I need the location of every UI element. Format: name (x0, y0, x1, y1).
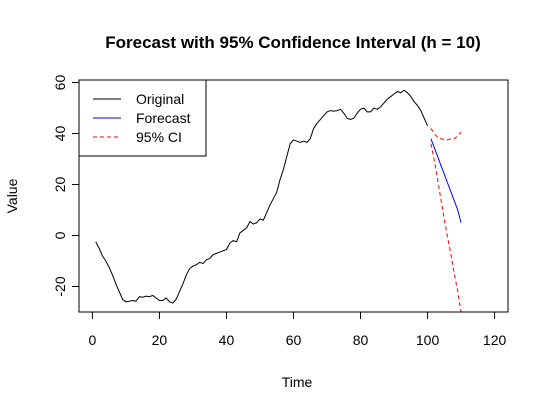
x-tick-label: 0 (89, 332, 97, 348)
y-axis: -20 0 20 40 60 (52, 75, 79, 297)
x-tick-label: 60 (286, 332, 302, 348)
x-tick-label: 100 (416, 332, 440, 348)
x-axis: 0 20 40 60 80 100 120 (89, 312, 507, 348)
y-tick-label: 0 (52, 231, 68, 239)
series-line-95-ci-2 (431, 128, 461, 139)
x-tick-label: 20 (152, 332, 168, 348)
y-tick-label: 40 (52, 126, 68, 142)
series-line-95-ci-3 (431, 144, 461, 312)
x-tick-label: 80 (353, 332, 369, 348)
legend-label: Forecast (136, 110, 191, 126)
y-tick-label: 20 (52, 177, 68, 193)
chart-title: Forecast with 95% Confidence Interval (h… (105, 33, 481, 52)
x-tick-label: 40 (219, 332, 235, 348)
y-axis-label: Value (4, 178, 20, 213)
legend-label: Original (136, 91, 184, 107)
legend: Original Forecast 95% CI (79, 80, 206, 156)
legend-label: 95% CI (136, 129, 182, 145)
y-tick-label: -20 (52, 276, 68, 296)
y-tick-label: 60 (52, 75, 68, 91)
series-line-forecast-1 (431, 139, 461, 223)
x-axis-label: Time (282, 374, 313, 390)
x-tick-label: 120 (483, 332, 507, 348)
